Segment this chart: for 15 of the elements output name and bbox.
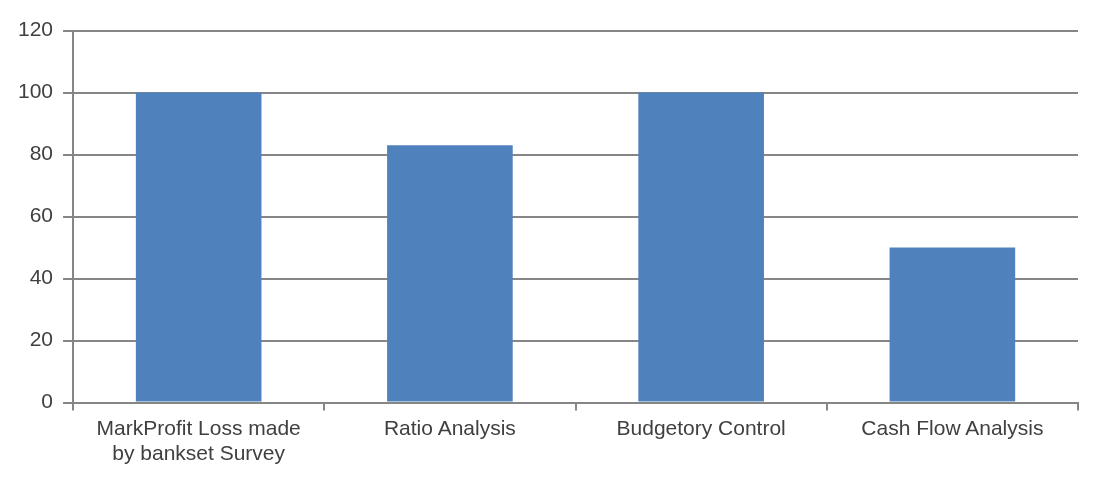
y-tick-label: 100 (17, 79, 54, 103)
y-tick-label: 0 (41, 389, 54, 413)
x-tick-label: Cash Flow Analysis (861, 416, 1044, 439)
x-tick-label: Ratio Analysis (383, 416, 516, 439)
bar (638, 92, 764, 402)
y-tick-label: 60 (29, 203, 54, 227)
bar (135, 92, 262, 402)
x-tick-label: Budgetory Control (616, 416, 786, 439)
x-tick-label: MarkProfit Loss made by bankset Survey (96, 416, 301, 465)
y-tick-label: 80 (29, 141, 54, 165)
bar (889, 247, 1016, 402)
y-tick-label: 40 (29, 265, 54, 289)
y-tick-label: 20 (29, 327, 54, 351)
y-tick-label: 120 (17, 17, 54, 41)
bar (387, 145, 513, 402)
